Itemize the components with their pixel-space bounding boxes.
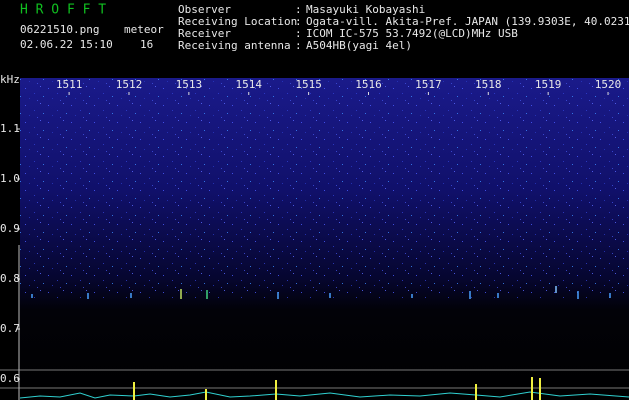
info-separator: : bbox=[295, 27, 302, 40]
y-tick-label: 0.7 bbox=[0, 322, 20, 335]
info-separator: : bbox=[295, 39, 302, 52]
x-tick-label: 1520 bbox=[595, 78, 622, 91]
x-tick-label: 1511 bbox=[56, 78, 83, 91]
app-title: H R O F F T bbox=[20, 3, 106, 18]
info-separator: : bbox=[295, 3, 302, 16]
x-tick-label: 1515 bbox=[295, 78, 322, 91]
y-tick-label: 1.1 bbox=[0, 122, 20, 135]
x-tick-label: 1513 bbox=[176, 78, 203, 91]
file-name: 06221510.png bbox=[20, 23, 99, 36]
spectrogram-noise bbox=[20, 78, 629, 298]
signal-peaks bbox=[133, 377, 541, 400]
x-tick-label: 1517 bbox=[415, 78, 442, 91]
info-label: Observer bbox=[178, 3, 231, 16]
x-tick-label: 1512 bbox=[116, 78, 143, 91]
date: 02.06.22 15:10 bbox=[20, 38, 113, 51]
y-tick-label: 0.9 bbox=[0, 222, 20, 235]
y-tick-label: 0.6 bbox=[0, 372, 20, 385]
info-value: Masayuki Kobayashi bbox=[306, 3, 425, 16]
info-value: ICOM IC-575 53.7492(@LCD)MHz USB bbox=[306, 27, 518, 40]
info-label: Receiving antenna bbox=[178, 39, 291, 52]
y-tick-label: 0.8 bbox=[0, 272, 20, 285]
info-label: Receiving Location bbox=[178, 15, 297, 28]
count-label: meteor bbox=[124, 23, 164, 36]
x-tick-label: 1518 bbox=[475, 78, 502, 91]
info-separator: : bbox=[295, 15, 302, 28]
signal-trace bbox=[19, 391, 629, 399]
count: 16 bbox=[140, 38, 153, 51]
x-tick-label: 1516 bbox=[355, 78, 382, 91]
y-tick-label: 1.0 bbox=[0, 172, 20, 185]
y-axis-label: kHz bbox=[0, 73, 20, 86]
info-value: Ogata-vill. Akita-Pref. JAPAN (139.9303E… bbox=[306, 15, 629, 28]
x-tick-label: 1514 bbox=[235, 78, 262, 91]
info-label: Receiver bbox=[178, 27, 231, 40]
x-tick-label: 1519 bbox=[535, 78, 562, 91]
info-value: A504HB(yagi 4el) bbox=[306, 39, 412, 52]
meteor-echoes bbox=[31, 286, 611, 299]
